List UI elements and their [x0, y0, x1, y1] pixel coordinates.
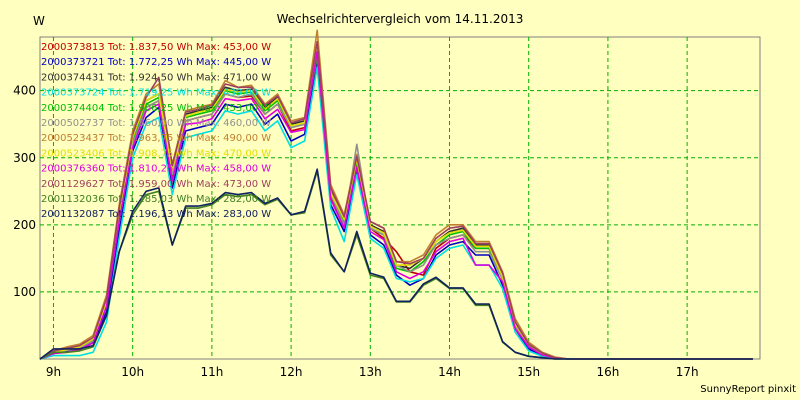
- y-axis-ticks: 100 200 300 400: [13, 84, 36, 299]
- legend-entry-2000373724: 2000373724 Tot: 1.719,25 Wh Max: 439,00 …: [41, 88, 271, 99]
- x-tick-label: 11h: [200, 365, 223, 379]
- x-axis-ticks: 9h 10h 11h 12h 13h 14h 15h 16h 17h: [46, 365, 699, 379]
- legend-entry-2000523437: 2000523437 Tot: 1.963,75 Wh Max: 490,00 …: [41, 133, 271, 144]
- legend-entry-2000374431: 2000374431 Tot: 1.924,50 Wh Max: 471,00 …: [41, 72, 271, 83]
- x-tick-label: 12h: [280, 365, 303, 379]
- legend-entry-2000523406: 2000523406 Tot: 1.908,75 Wh Max: 470,00 …: [41, 148, 271, 159]
- legend-entry-2001132087: 2001132087 Tot: 1.196,13 Wh Max: 283,00 …: [41, 209, 271, 220]
- legend-entry-2000376360: 2000376360 Tot: 1.810,25 Wh Max: 458,00 …: [41, 164, 271, 175]
- footer-credit: SunnyReport pinxit: [700, 384, 796, 395]
- x-tick-label: 14h: [438, 365, 461, 379]
- legend-entry-2000374404: 2000374404 Tot: 1.906,25 Wh Max: 453,00 …: [41, 103, 271, 114]
- series-lines: [39, 29, 753, 360]
- legend-entry-2000502737: 2000502737 Tot: 1.860,00 Wh Max: 460,00 …: [41, 118, 271, 129]
- x-tick-label: 15h: [517, 365, 540, 379]
- x-tick-label: 16h: [596, 365, 619, 379]
- y-tick-label: 400: [13, 84, 36, 98]
- legend-entry-2000373721: 2000373721 Tot: 1.772,25 Wh Max: 445,00 …: [41, 57, 271, 68]
- chart-title: Wechselrichtervergleich vom 14.11.2013: [277, 12, 524, 26]
- legend-entry-2001132036: 2001132036 Tot: 1.185,03 Wh Max: 282,00 …: [41, 194, 271, 205]
- x-tick-label: 17h: [676, 365, 699, 379]
- y-tick-label: 100: [13, 285, 36, 299]
- x-tick-label: 9h: [46, 365, 61, 379]
- y-tick-label: 200: [13, 218, 36, 232]
- y-tick-label: 300: [13, 151, 36, 165]
- x-tick-label: 13h: [359, 365, 382, 379]
- series-line-2001132087: [39, 168, 753, 360]
- x-tick-label: 10h: [121, 365, 144, 379]
- y-axis-unit: W: [33, 14, 45, 28]
- legend-entry-2000373813: 2000373813 Tot: 1.837,50 Wh Max: 453,00 …: [41, 42, 271, 53]
- legend-entry-2001129627: 2001129627 Tot: 1.959,00 Wh Max: 473,00 …: [41, 179, 271, 190]
- legend: 2000373813 Tot: 1.837,50 Wh Max: 453,00 …: [41, 42, 271, 220]
